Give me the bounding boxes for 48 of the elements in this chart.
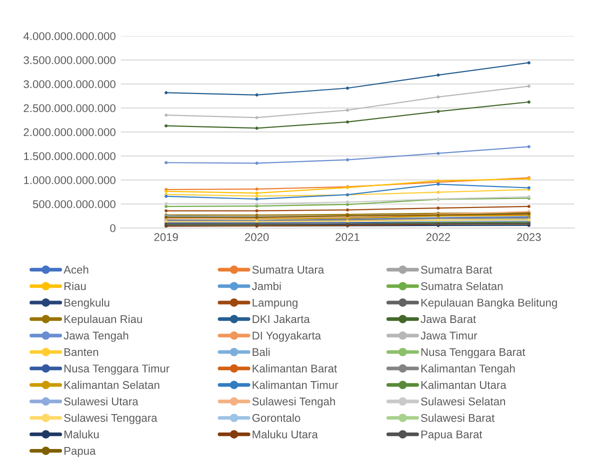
legend-label: Kalimantan Utara [421,380,506,389]
legend-label: Sulawesi Tengah [252,397,335,408]
legend-label: Lampung [252,298,298,309]
legend-label: Kalimantan Selatan [64,380,160,389]
x-tick-label: 2023 [517,233,541,242]
legend-label: Sumatra Barat [421,266,492,274]
y-tick-label: 1.500.000.000.000 [24,152,116,160]
y-tick-label: 2.500.000.000.000 [24,104,116,112]
legend-label: Kalimantan Barat [252,364,337,372]
legend-label: Bengkulu [64,298,110,309]
legend-label: Kepulauan Riau [64,314,142,326]
legend-label: Sulawesi Utara [64,397,138,406]
y-tick-label: 4.000.000.000.000 [23,32,116,40]
legend-label: Sulawesi Tenggara [64,414,158,424]
legend-label: Aceh [64,265,88,274]
legend-label: Kalimantan Timur [252,380,338,389]
legend-label: Jawa Timur [420,331,478,340]
legend-label: Papua Barat [421,430,482,441]
legend-label: Papua [64,447,96,457]
legend-label: Sumatra Selatan [421,282,503,290]
legend-label: Kalimantan Tengah [421,364,515,375]
legend-label: Nusa Tenggara Barat [421,348,526,358]
y-tick-label: 3.000.000.000.000 [24,80,116,88]
legend-label: DKI Jakarta [252,314,310,324]
legend-label: Bali [252,348,270,356]
legend-label: Banten [64,348,98,356]
x-tick-label: 2021 [336,233,360,242]
legend-label: Maluku [64,430,99,438]
y-tick-label: 2.000.000.000.000 [24,128,116,136]
legend-label: Sulawesi Selatan [421,397,506,406]
legend-label: Riau [64,282,86,290]
y-tick-label: 1.000.000.000.000 [24,176,116,184]
legend-label: Sumatra Utara [252,266,324,274]
legend-label: Jawa Tengah [64,331,128,342]
x-tick-label: 2019 [154,233,178,242]
legend-label: Kepulauan Bangka Belitung [421,298,557,309]
legend-label: Sulawesi Barat [421,414,495,422]
y-tick-label: 0 [110,224,116,232]
y-tick-label: 3.500.000.000.000 [24,56,116,64]
x-tick-label: 2022 [426,233,450,242]
x-tick-label: 2020 [245,233,269,242]
y-tick-label: 500.000.000.000 [32,200,116,208]
legend-label: Jambi [252,282,281,290]
legend-label: DI Yogyakarta [252,331,322,342]
legend-label: Jawa Barat [420,315,476,324]
legend-label: Maluku Utara [252,430,318,438]
legend-label: Gorontalo [252,414,300,422]
legend-label: Nusa Tenggara Timur [64,364,170,375]
